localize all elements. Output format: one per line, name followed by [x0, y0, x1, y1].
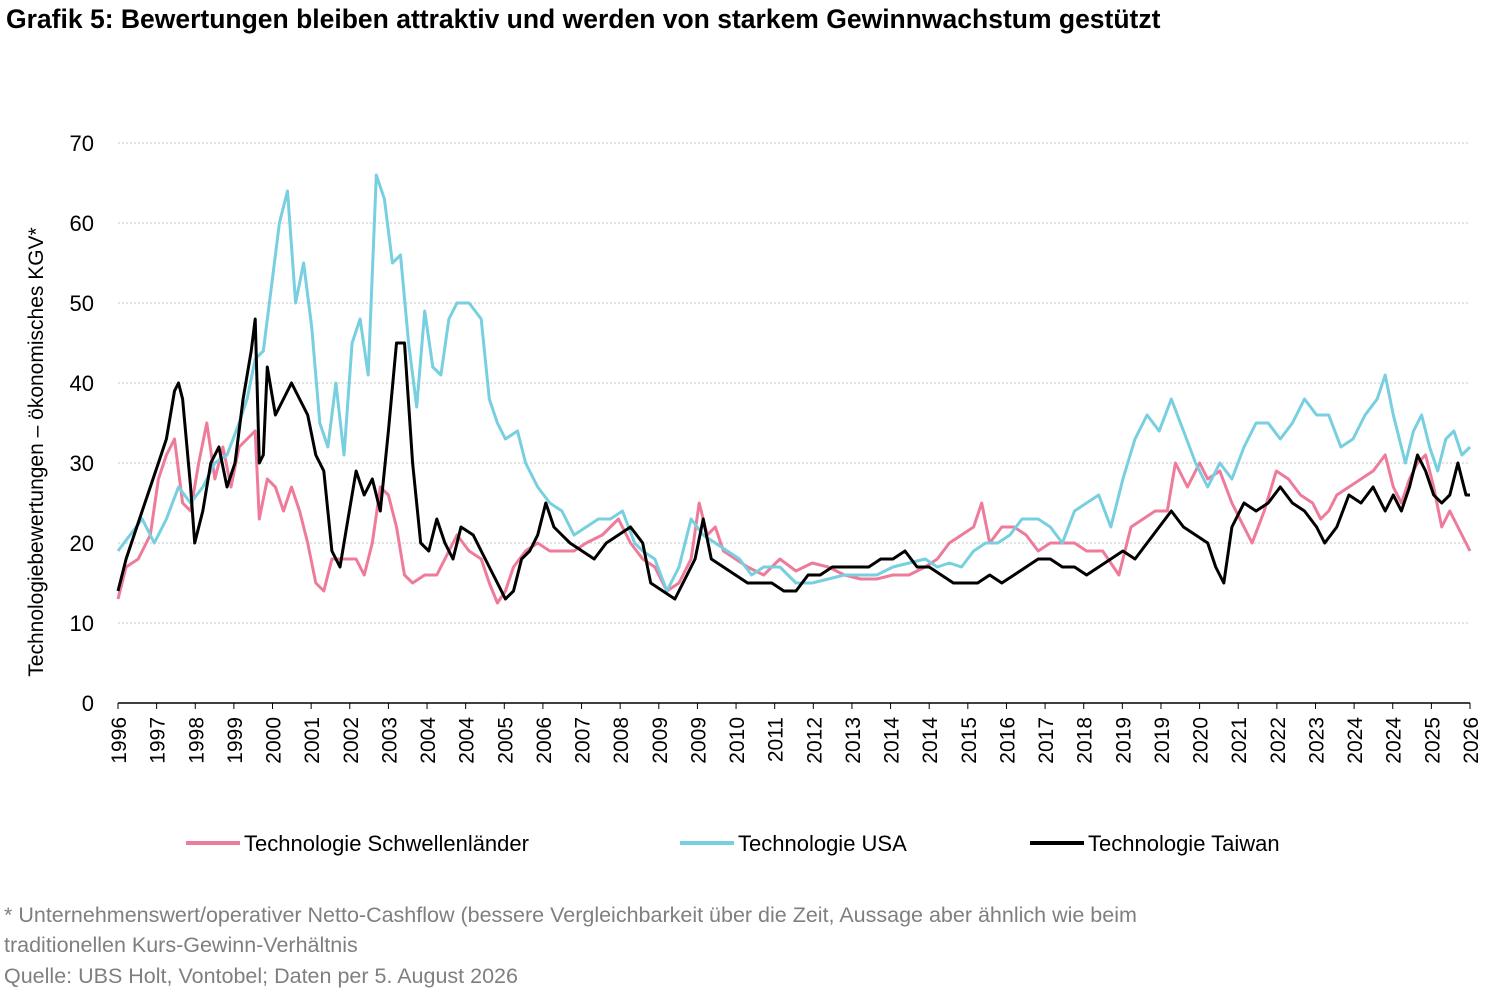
x-axis: 1996 1997 1998 1999 2000 2001 2002 2003 2004 2004…	[108, 702, 1483, 764]
x-tick-label: 2026	[1460, 717, 1483, 764]
legend: Technologie Schwellenländer Technologie U…	[186, 831, 1280, 856]
x-tick-label: 2019	[1151, 717, 1174, 764]
x-tick-label: 2023	[1305, 717, 1328, 764]
series-lines	[116, 173, 1472, 605]
y-tick-label: 70	[70, 131, 94, 156]
series-line-1	[116, 421, 1472, 605]
x-tick-label: 2007	[572, 717, 595, 764]
y-tick-label: 10	[70, 611, 94, 636]
x-tick-label: 2003	[378, 717, 401, 764]
source-note: Quelle: UBS Holt, Vontobel; Daten per 5.…	[4, 964, 518, 988]
footnote-line-2: traditionellen Kurs-Gewinn-Verhältnis	[4, 933, 358, 957]
x-tick-label: 2012	[803, 717, 826, 764]
gridlines	[118, 142, 1470, 624]
footnote-line-1: * Unternehmenswert/operativer Netto-Cash…	[4, 903, 1137, 927]
x-tick-label: 2018	[1074, 717, 1097, 764]
legend-label-1: Technologie Schwellenländer	[244, 831, 529, 856]
x-tick-label: 2017	[1035, 717, 1058, 764]
series-line-2	[116, 173, 1472, 593]
x-tick-label: 2001	[301, 717, 324, 764]
x-tick-label: 2006	[533, 717, 556, 764]
series-line-3	[116, 317, 1470, 601]
x-tick-label: 2024	[1344, 717, 1367, 764]
y-tick-label: 20	[70, 531, 94, 556]
x-tick-label: 2000	[263, 717, 286, 764]
x-tick-label: 1997	[147, 717, 170, 764]
x-tick-label: 2019	[1112, 717, 1135, 764]
x-tick-label: 1999	[224, 717, 247, 764]
x-tick-label: 2008	[610, 717, 633, 764]
legend-label-3: Technologie Taiwan	[1088, 831, 1280, 856]
x-tick-label: 2021	[1228, 717, 1251, 764]
y-axis-label: Technologiebewertungen – ökonomisches KG…	[25, 227, 48, 676]
x-tick-label: 2025	[1421, 717, 1444, 764]
x-tick-label: 2020	[1190, 717, 1213, 764]
x-tick-label: 2015	[958, 717, 981, 764]
y-axis: 0 10 20 30 40 50 60 70	[70, 131, 94, 716]
x-tick-label: 2009	[649, 717, 672, 764]
legend-label-2: Technologie USA	[738, 831, 907, 856]
x-tick-label: 2002	[340, 717, 363, 764]
x-tick-label: 2009	[687, 717, 710, 764]
x-tick-label: 2004	[417, 717, 440, 764]
x-tick-label: 2011	[765, 717, 788, 762]
x-tick-label: 2016	[996, 717, 1019, 764]
y-tick-label: 40	[70, 371, 94, 396]
x-tick-label: 2005	[494, 717, 517, 764]
x-tick-label: 1998	[185, 717, 208, 764]
chart-title: Grafik 5: Bewertungen bleiben attraktiv …	[6, 4, 1161, 34]
y-tick-label: 30	[70, 451, 94, 476]
x-tick-label: 2014	[881, 717, 904, 764]
x-tick-label: 2010	[726, 717, 749, 764]
y-tick-label: 0	[82, 691, 94, 716]
x-tick-label: 2004	[456, 717, 479, 764]
y-tick-label: 50	[70, 291, 94, 316]
y-tick-label: 60	[70, 211, 94, 236]
x-tick-label: 2014	[919, 717, 942, 764]
x-tick-label: 2022	[1267, 717, 1290, 764]
x-tick-label: 2024	[1383, 717, 1406, 764]
x-tick-label: 1996	[108, 717, 131, 764]
x-tick-label: 2013	[842, 717, 865, 764]
